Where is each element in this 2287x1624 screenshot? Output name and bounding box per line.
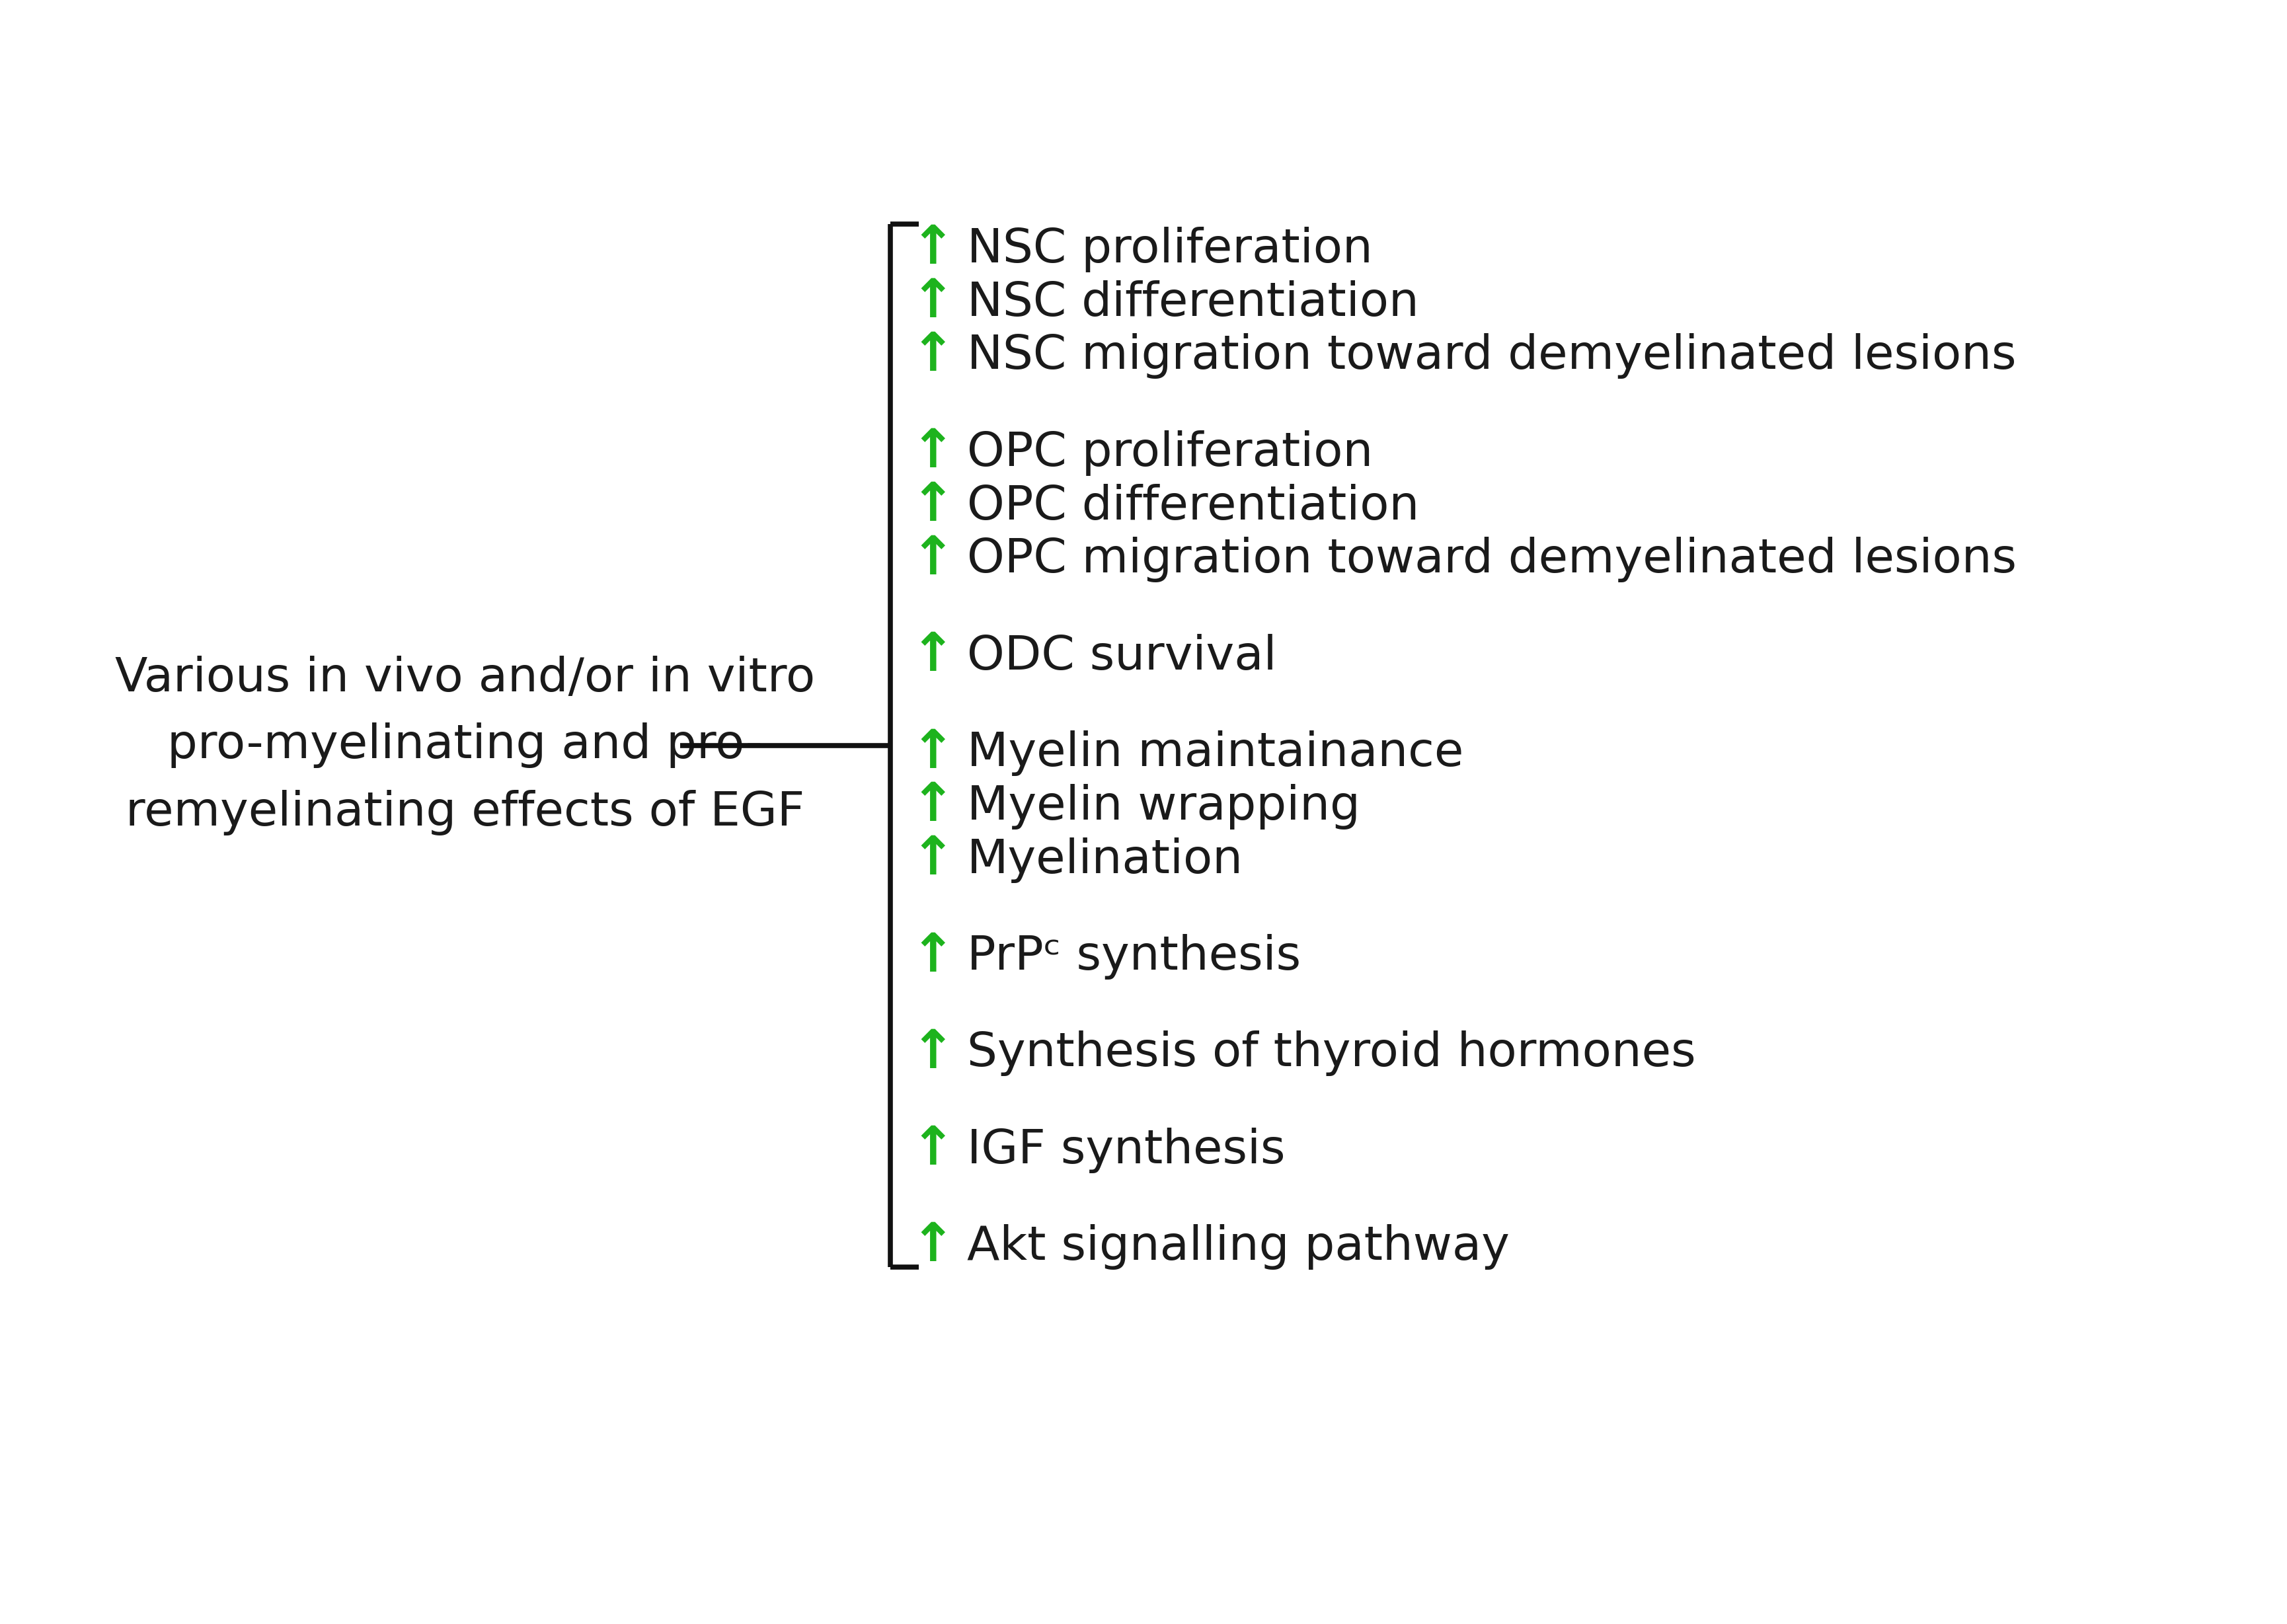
Text: ↑: ↑ [910, 278, 956, 328]
Text: ↑: ↑ [910, 835, 956, 885]
Text: ↑: ↑ [910, 330, 956, 382]
Text: ↑: ↑ [910, 630, 956, 682]
Text: PrPᶜ synthesis: PrPᶜ synthesis [967, 934, 1301, 979]
Text: ↑: ↑ [910, 1028, 956, 1080]
Text: ↑: ↑ [910, 1221, 956, 1273]
Text: ↑: ↑ [910, 1124, 956, 1176]
Text: OPC differentiation: OPC differentiation [967, 484, 1420, 529]
Text: ↑: ↑ [910, 481, 956, 533]
Text: ODC survival: ODC survival [967, 633, 1276, 679]
Text: Myelin maintainance: Myelin maintainance [967, 731, 1464, 776]
Text: Various in vivo and/or in vitro
pro-myelinating and pro-
remyelinating effects o: Various in vivo and/or in vitro pro-myel… [114, 656, 814, 835]
Text: OPC migration toward demyelinated lesions: OPC migration toward demyelinated lesion… [967, 538, 2017, 583]
Text: ↑: ↑ [910, 224, 956, 274]
Text: OPC proliferation: OPC proliferation [967, 430, 1372, 476]
Text: NSC differentiation: NSC differentiation [967, 279, 1420, 325]
Text: Myelin wrapping: Myelin wrapping [967, 784, 1361, 830]
Text: Myelination: Myelination [967, 838, 1244, 883]
Text: NSC proliferation: NSC proliferation [967, 226, 1372, 273]
Text: ↑: ↑ [910, 728, 956, 780]
Text: IGF synthesis: IGF synthesis [967, 1127, 1285, 1173]
Text: Akt signalling pathway: Akt signalling pathway [967, 1224, 1509, 1270]
Text: ↑: ↑ [910, 427, 956, 479]
Text: Synthesis of thyroid hormones: Synthesis of thyroid hormones [967, 1031, 1697, 1077]
Text: NSC migration toward demyelinated lesions: NSC migration toward demyelinated lesion… [967, 333, 2017, 378]
Text: ↑: ↑ [910, 931, 956, 983]
Text: ↑: ↑ [910, 781, 956, 833]
Text: ↑: ↑ [910, 534, 956, 586]
